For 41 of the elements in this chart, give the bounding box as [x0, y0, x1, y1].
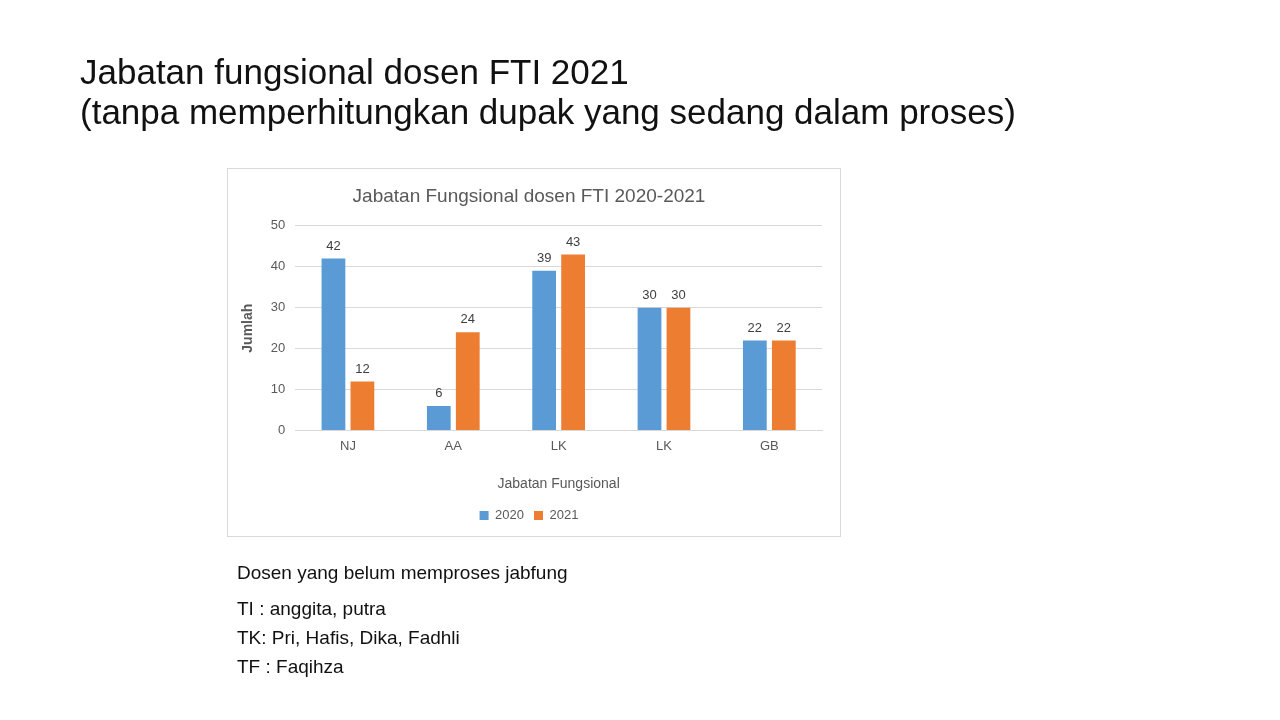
y-tick-label: 0 [278, 422, 286, 438]
x-tick-label: LK [550, 437, 567, 453]
text: TK: Pri, Hafis, Dika, Fadhli [237, 627, 461, 649]
bar [742, 340, 767, 431]
legend-label: 2021 [549, 507, 579, 523]
bar [532, 270, 557, 431]
data-label: 30 [671, 286, 686, 302]
x-tick-label: AA [444, 437, 463, 453]
bar [771, 340, 796, 431]
data-label: 39 [536, 249, 552, 265]
y-tick-label: 50 [270, 217, 286, 233]
data-label: 6 [435, 385, 443, 401]
data-label: 24 [460, 311, 475, 327]
x-tick-label: GB [759, 437, 779, 453]
data-label: 22 [747, 319, 763, 335]
bar [666, 307, 691, 431]
text: TF : Faqihza [237, 656, 345, 678]
x-tick-label: LK [656, 437, 673, 453]
y-axis-title: Jumlah [239, 303, 256, 353]
bar [321, 258, 346, 431]
text: TI : anggita, putra [237, 598, 387, 620]
bar [455, 332, 480, 431]
data-label: 43 [565, 233, 581, 249]
x-tick-label: NJ [339, 437, 356, 453]
chart-subtitle: Jabatan Fungsional dosen FTI 2020-2021 [352, 184, 706, 206]
y-tick-label: 40 [270, 258, 286, 274]
y-tick-label: 30 [270, 299, 286, 315]
y-tick-label: 10 [270, 381, 286, 397]
x-axis-title: Jabatan Fungsional [497, 475, 620, 492]
data-label: 42 [326, 237, 341, 253]
bar [637, 307, 662, 431]
data-label: 22 [776, 319, 792, 335]
legend-label: 2020 [495, 507, 524, 523]
bar [350, 381, 375, 431]
text: Dosen yang belum memproses jabfung [237, 562, 568, 584]
y-tick-label: 20 [270, 340, 286, 356]
data-label: 30 [642, 286, 657, 302]
chart-title: Jabatan fungsional dosen FTI 2021 (tanpa memperhitungkan dupak yang sedang dalam proses) [80, 52, 1016, 132]
bar [426, 406, 451, 431]
data-label: 12 [355, 360, 370, 376]
bar [561, 254, 585, 431]
